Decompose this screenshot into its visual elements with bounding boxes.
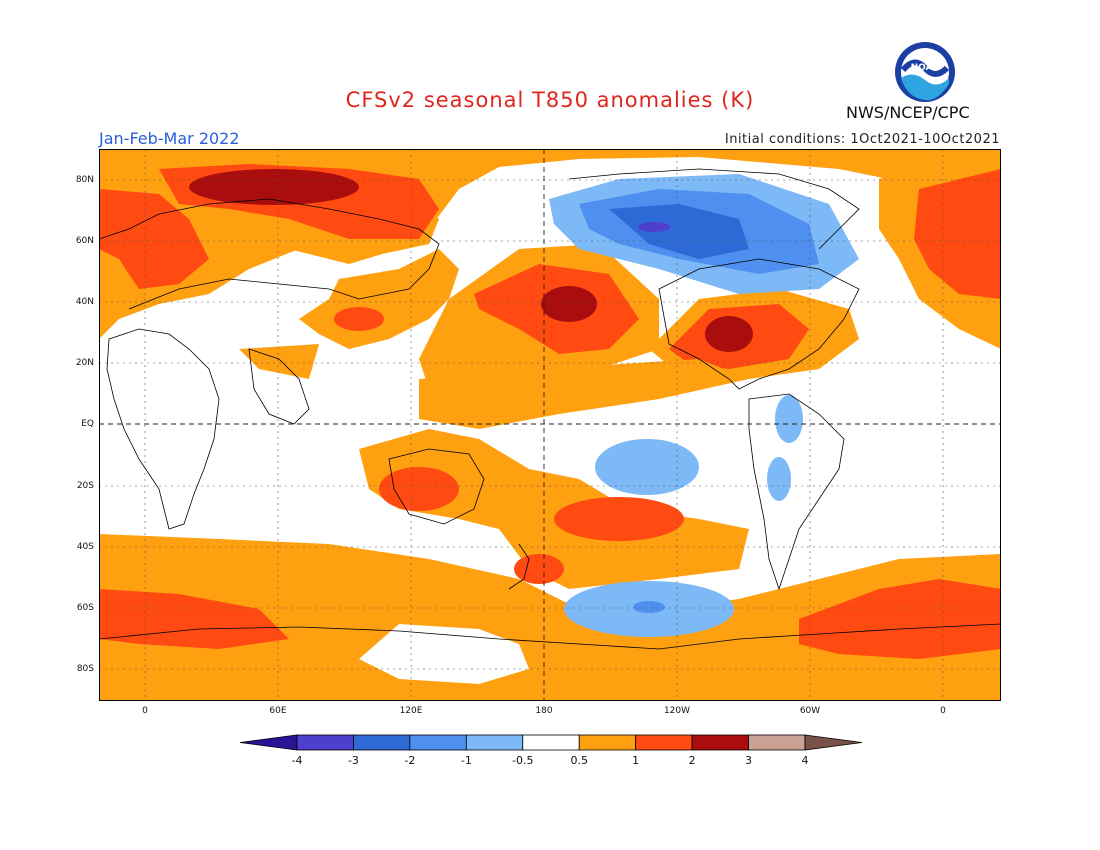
legend-tick-label: -2 xyxy=(404,754,415,767)
legend-tick-label: 2 xyxy=(689,754,696,767)
anomaly-region-tropical-pacific-cool xyxy=(595,439,699,495)
color-legend: -4 -3 -2 -1 -0.5 0.5 1 2 3 4 xyxy=(240,734,862,767)
legend-swatch xyxy=(691,734,749,751)
agency-label: NWS/NCEP/CPC xyxy=(846,103,970,122)
grid xyxy=(99,149,1001,701)
legend-swatch-min xyxy=(240,734,298,751)
map-title: CFSv2 seasonal T850 anomalies (K) xyxy=(345,88,755,112)
lon-label: 180 xyxy=(535,706,553,716)
legend-swatch xyxy=(748,734,806,751)
logo-text: NOAA xyxy=(911,63,940,73)
legend-tick-label: -0.5 xyxy=(512,754,533,767)
legend-swatch xyxy=(296,734,354,751)
legend-swatch-max xyxy=(804,734,862,751)
lat-label: EQ xyxy=(81,419,94,429)
legend-swatch xyxy=(522,734,580,751)
legend-swatch xyxy=(465,734,524,751)
legend-swatch xyxy=(409,734,467,751)
anomaly-region-europe-red xyxy=(99,189,209,289)
anomaly-region-atlantic-east-red xyxy=(914,169,1001,299)
initial-conditions-label: Initial conditions: 1Oct2021-10Oct2021 xyxy=(724,132,1000,147)
lat-label: 40N xyxy=(75,297,94,307)
grid-major xyxy=(99,149,1001,701)
lat-label: 60S xyxy=(76,603,94,613)
noaa-logo-icon: NOAA xyxy=(895,42,955,102)
lon-label: 120W xyxy=(663,706,691,716)
lon-label: 60E xyxy=(269,706,287,716)
legend-tick-label: 1 xyxy=(632,754,639,767)
legend-swatch xyxy=(353,734,411,751)
lon-label: 60W xyxy=(799,706,821,716)
lat-label: 80N xyxy=(75,175,94,185)
lon-label: 120E xyxy=(399,706,423,716)
legend-tick-label: 3 xyxy=(745,754,752,767)
lat-label: 20N xyxy=(75,358,94,368)
legend-tick-label: -3 xyxy=(348,754,359,767)
lon-label: 0 xyxy=(940,706,946,716)
lat-label: 80S xyxy=(76,664,94,674)
lat-label: 60N xyxy=(75,236,94,246)
legend-tick-label: 4 xyxy=(802,754,809,767)
coastlines xyxy=(99,168,1001,650)
legend-swatch xyxy=(578,734,637,751)
legend-tick-label: 0.5 xyxy=(570,754,588,767)
anomaly-region-tropical-band xyxy=(419,359,749,429)
anomaly-map xyxy=(99,149,1001,701)
anomaly-region-southern-ocean xyxy=(99,534,1001,701)
anomaly-region-australia xyxy=(359,429,749,589)
lon-label: 0 xyxy=(142,706,148,716)
legend-swatch xyxy=(635,734,693,751)
season-label: Jan-Feb-Mar 2022 xyxy=(99,129,240,148)
lat-label: 20S xyxy=(76,481,94,491)
legend-tick-label: -4 xyxy=(292,754,303,767)
anomaly-region-siberia-max xyxy=(189,169,359,205)
legend-tick-label: -1 xyxy=(461,754,472,767)
lat-label: 40S xyxy=(76,542,94,552)
